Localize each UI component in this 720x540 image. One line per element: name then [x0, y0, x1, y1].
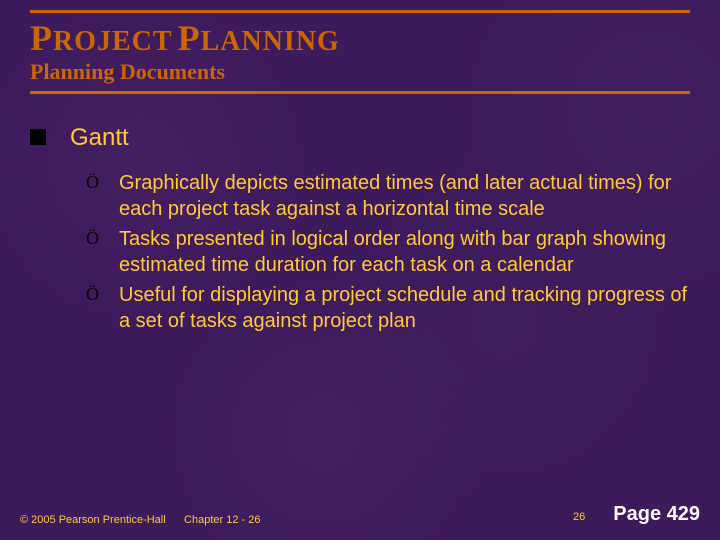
title-cap-1: P: [30, 18, 53, 58]
level2-text: Graphically depicts estimated times (and…: [119, 170, 690, 222]
title-cap-2: P: [178, 18, 201, 58]
title-rest-2: LANNING: [201, 26, 340, 57]
slide-title: PROJECT PLANNING: [30, 10, 690, 59]
square-bullet-icon: [30, 129, 46, 145]
chapter-text: Chapter 12 - 26: [184, 514, 260, 526]
footer-left: © 2005 Pearson Prentice-Hall Chapter 12 …: [20, 514, 260, 526]
page-label: Page 429: [613, 503, 700, 526]
script-bullet-icon: Ö: [86, 172, 99, 193]
footer-right: 26 Page 429: [573, 503, 700, 526]
bullet-level1: Gantt: [30, 124, 690, 152]
copyright-text: © 2005 Pearson Prentice-Hall: [20, 514, 166, 526]
level2-text: Tasks presented in logical order along w…: [119, 226, 690, 278]
slide-content: Gantt Ö Graphically depicts estimated ti…: [0, 102, 720, 334]
slide-subtitle: Planning Documents: [30, 59, 690, 94]
bullet-level2: Ö Useful for displaying a project schedu…: [86, 282, 690, 334]
level1-text: Gantt: [70, 124, 129, 152]
level2-text: Useful for displaying a project schedule…: [119, 282, 690, 334]
title-rest-1: ROJECT: [53, 26, 173, 57]
script-bullet-icon: Ö: [86, 284, 99, 305]
bullet-level2: Ö Graphically depicts estimated times (a…: [86, 170, 690, 222]
slide-number: 26: [573, 511, 585, 523]
bullet-level2: Ö Tasks presented in logical order along…: [86, 226, 690, 278]
slide-footer: © 2005 Pearson Prentice-Hall Chapter 12 …: [0, 503, 720, 526]
script-bullet-icon: Ö: [86, 228, 99, 249]
slide-header: PROJECT PLANNING Planning Documents: [0, 0, 720, 102]
